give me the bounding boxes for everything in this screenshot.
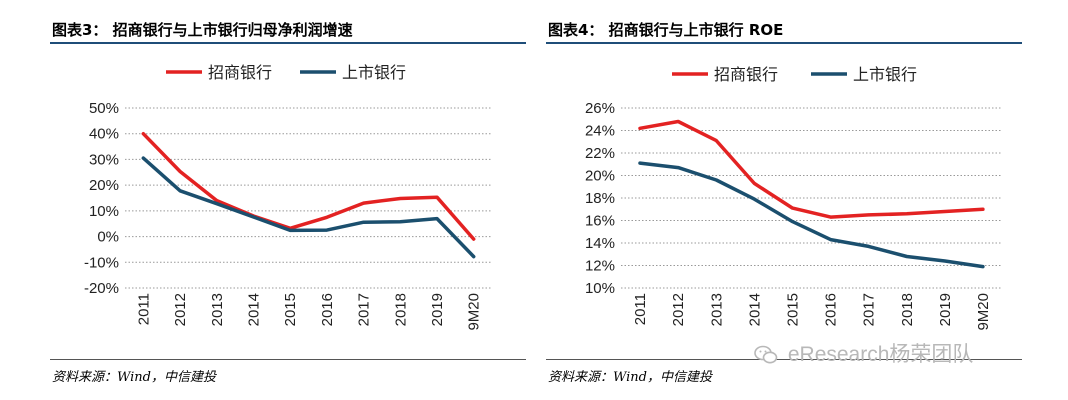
x-tick-label: 2019 xyxy=(937,293,954,326)
legend-label: 招商银行 xyxy=(208,63,272,82)
x-tick-label: 2012 xyxy=(172,293,189,326)
y-tick-label: -10% xyxy=(84,254,119,271)
x-tick-label: 9M20 xyxy=(975,293,992,331)
x-tick-label: 2016 xyxy=(823,293,840,326)
watermark-text: eResearch杨荣团队 xyxy=(787,343,974,366)
y-tick-label: 16% xyxy=(585,213,615,230)
source-note: 资料来源：Wind，中信建投 xyxy=(52,370,216,385)
y-tick-label: 30% xyxy=(89,151,119,168)
chart-title: 图表3： 招商银行与上市银行归母净利润增速 xyxy=(52,21,353,39)
x-tick-label: 2013 xyxy=(708,293,725,326)
y-tick-label: 20% xyxy=(89,177,119,194)
x-tick-label: 2016 xyxy=(319,293,336,326)
line-chart-profit-growth: 50% 40% 30% 20% 10% 0% -10% -20% 2011 2012 2013 201… xyxy=(84,63,492,331)
y-tick-label: -20% xyxy=(84,280,119,297)
source-divider xyxy=(50,359,526,360)
x-tick-label: 2017 xyxy=(861,293,878,326)
y-tick-label: 12% xyxy=(585,258,615,275)
series-line-listed-banks xyxy=(638,161,985,269)
x-tick-label: 2019 xyxy=(429,293,446,326)
legend-label: 上市银行 xyxy=(342,63,406,82)
x-tick-label: 2011 xyxy=(632,293,649,325)
x-tick-label: 2013 xyxy=(209,293,226,326)
series-line-cmb xyxy=(141,131,476,241)
series-line-listed-banks xyxy=(141,156,476,259)
x-tick-label: 2012 xyxy=(670,293,687,326)
x-tick-label: 2018 xyxy=(899,293,916,326)
y-tick-label: 24% xyxy=(585,123,615,140)
chart-panel-profit-growth: 图表3： 招商银行与上市银行归母净利润增速 50% 40% 30% 20% 10% 0% -… xyxy=(50,0,526,400)
y-tick-label: 0% xyxy=(97,229,119,246)
source-note: 资料来源：Wind，中信建投 xyxy=(548,370,712,385)
x-tick-label: 9M20 xyxy=(466,293,483,331)
series-line-cmb xyxy=(638,119,985,219)
y-tick-label: 18% xyxy=(585,190,615,207)
y-tick-label: 22% xyxy=(585,145,615,162)
y-tick-label: 40% xyxy=(89,126,119,143)
source-divider xyxy=(546,359,1022,360)
legend-label: 上市银行 xyxy=(853,65,917,84)
x-tick-label: 2014 xyxy=(245,293,262,326)
x-tick-label: 2014 xyxy=(746,293,763,326)
title-divider xyxy=(546,42,1022,44)
line-chart-roe: 26% 24% 22% 20% 18% 16% 14% 12% 10% 2011 2012 2013 2… xyxy=(585,65,1002,331)
x-tick-label: 2011 xyxy=(135,293,152,325)
y-tick-label: 20% xyxy=(585,168,615,185)
x-tick-label: 2015 xyxy=(784,293,801,326)
y-tick-label: 10% xyxy=(89,203,119,220)
y-tick-label: 50% xyxy=(89,100,119,117)
x-tick-label: 2018 xyxy=(392,293,409,326)
y-tick-label: 26% xyxy=(585,100,615,117)
legend-label: 招商银行 xyxy=(714,65,778,84)
x-tick-label: 2017 xyxy=(356,293,373,326)
watermark: eResearch杨荣团队 xyxy=(754,338,973,368)
wechat-icon xyxy=(754,346,778,364)
title-divider xyxy=(50,42,526,44)
y-tick-label: 14% xyxy=(585,235,615,252)
x-tick-label: 2015 xyxy=(282,293,299,326)
chart-title: 图表4： 招商银行与上市银行 ROE xyxy=(548,21,784,39)
chart-panel-roe: 图表4： 招商银行与上市银行 ROE 26% 24% 22% 20% 18% 16% 14%… xyxy=(546,0,1022,400)
y-tick-label: 10% xyxy=(585,280,615,297)
